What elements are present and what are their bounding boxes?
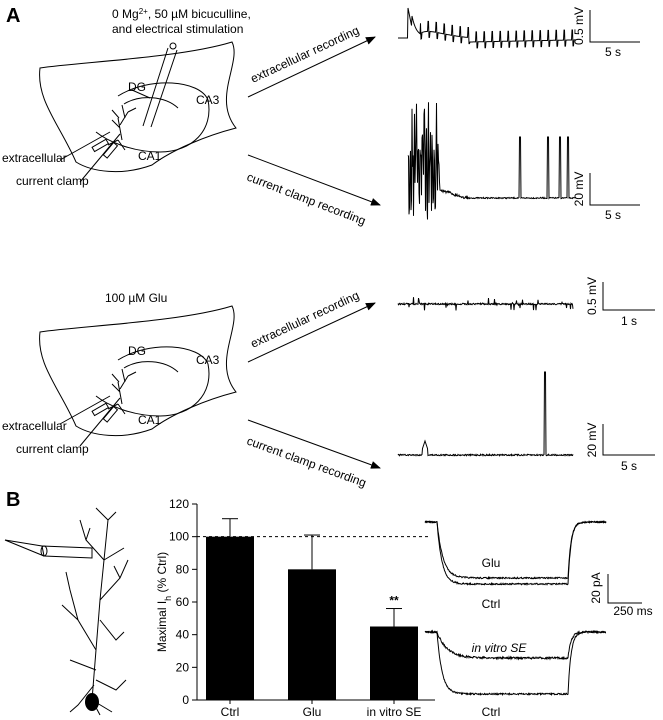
scale-bar (607, 574, 642, 604)
y-label-part: (% Ctrl) (155, 552, 169, 596)
condition: 100 µM Glu (105, 291, 167, 305)
region-label: DG (128, 344, 146, 358)
y-tick-label: 100 (169, 530, 189, 544)
scale-label: 0.5 mV (572, 7, 586, 45)
trace-label: Ctrl (482, 597, 501, 611)
scale-bar (602, 424, 655, 456)
region-label: CA3 (196, 93, 220, 107)
region-label: CA1 (138, 149, 162, 163)
arrow-label: current clamp recording (245, 170, 368, 228)
trace (398, 7, 576, 49)
scale-bar (589, 10, 640, 43)
trace (397, 371, 574, 457)
x-tick-label: in vitro SE (367, 705, 422, 719)
scale-bar (602, 282, 655, 311)
y-axis-label: Maximal Ih (% Ctrl) (155, 552, 173, 652)
trace (424, 520, 607, 580)
scale-label: 5 s (605, 208, 621, 222)
arrow (247, 36, 376, 98)
x-tick-label: Ctrl (221, 705, 240, 719)
y-tick-label: 80 (176, 562, 190, 576)
condition: 0 Mg2+, 50 µM bicuculline, (112, 7, 251, 22)
y-tick-label: 120 (169, 497, 189, 511)
arrow-label: current clamp recording (245, 434, 368, 490)
region-label: DG (128, 80, 146, 94)
trace-label: Glu (482, 556, 501, 570)
trace (424, 629, 607, 661)
scale-label: 250 ms (613, 604, 652, 618)
trace-label: in vitro SE (472, 641, 528, 655)
condition: and electrical stimulation (112, 22, 243, 36)
y-label-sub: h (163, 596, 173, 601)
panel-letter: B (6, 489, 20, 511)
arrow (247, 419, 381, 469)
y-label-part: Maximal I (155, 601, 169, 652)
bar (370, 626, 418, 700)
neuron (4, 507, 129, 716)
electrode-label: current clamp (16, 174, 89, 188)
traces (397, 7, 607, 697)
scale-label: 20 mV (572, 172, 586, 207)
scale-label: 20 pA (589, 572, 603, 603)
scale-bar (589, 173, 640, 206)
region-label: CA3 (196, 353, 220, 367)
trace (407, 102, 577, 220)
arrow-label: extracellular recording (248, 23, 361, 86)
region-label: CA1 (138, 413, 162, 427)
trace-label: Ctrl (482, 705, 501, 719)
y-tick-label: 0 (182, 693, 189, 707)
y-tick-label: 60 (176, 595, 190, 609)
trace (424, 520, 607, 586)
electrode-label: current clamp (16, 442, 89, 456)
trace (397, 297, 574, 311)
condition-part: , 50 µM bicuculline, (148, 7, 251, 21)
arrow (247, 154, 381, 206)
condition-sup: 2+ (139, 7, 148, 16)
y-tick-label: 20 (176, 660, 190, 674)
condition-part: 0 Mg (112, 7, 139, 21)
scale-label: 1 s (621, 314, 637, 328)
arrow-label: extracellular recording (248, 288, 361, 351)
panel-letter: A (6, 5, 20, 27)
y-tick-label: 40 (176, 628, 190, 642)
trace (424, 630, 606, 697)
scale-label: 5 s (605, 45, 621, 59)
slice (39, 41, 237, 183)
electrode-label: extracellular (2, 419, 67, 433)
scale-label: 5 s (621, 459, 637, 473)
bar (288, 569, 336, 700)
scale-label: 20 mV (585, 423, 599, 458)
bar (206, 536, 254, 700)
electrode-label: extracellular (2, 151, 67, 165)
slice (39, 305, 237, 447)
annotation: ** (389, 594, 399, 608)
scale-label: 0.5 mV (585, 277, 599, 315)
arrow (247, 302, 376, 363)
x-tick-label: Glu (303, 705, 322, 719)
